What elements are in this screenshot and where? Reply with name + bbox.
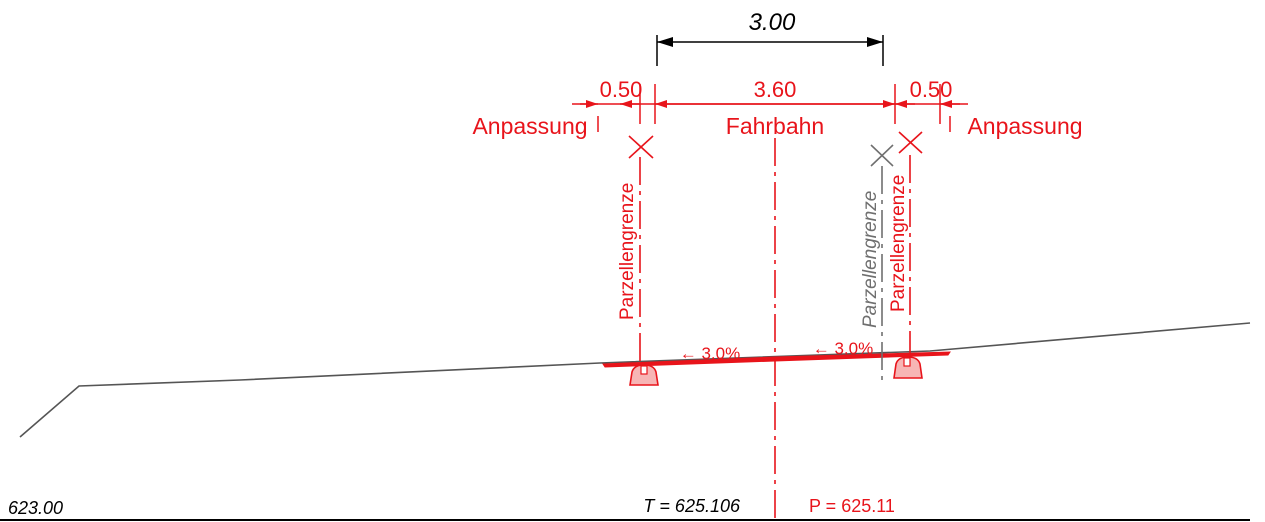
curb-left-icon [629, 364, 659, 386]
right-anpassung-label: Anpassung [967, 113, 1082, 139]
lane-width-value: 3.60 [754, 77, 797, 102]
left-anpassung-label: Anpassung [472, 113, 587, 139]
parcel-marker-right-icon [898, 131, 923, 154]
terrain-height-label: T = 625.106 [643, 496, 741, 516]
left-shoulder-value: 0.50 [600, 77, 643, 102]
fahrbahn-label: Fahrbahn [726, 113, 824, 139]
parcel-label-right-existing: Parzellengrenze [860, 191, 881, 328]
parcel-marker-left-icon [628, 135, 654, 159]
project-height-label: P = 625.11 [809, 496, 895, 516]
parcel-boundary-left [628, 135, 654, 370]
parcel-label-left: Parzellengrenze [617, 183, 638, 320]
right-shoulder-value: 0.50 [910, 77, 953, 102]
datum-label: 623.00 [8, 498, 63, 518]
slope-right-label: ← 3.0% [813, 339, 873, 358]
parcel-boundary-right [898, 131, 923, 360]
road-surface [602, 351, 951, 368]
top-width-dimension: 3.00 [656, 9, 884, 66]
parcel-marker-right-existing-icon [870, 144, 894, 167]
top-width-value: 3.00 [749, 9, 796, 36]
red-dimension-chain [572, 84, 968, 132]
existing-terrain-line [19, 322, 1251, 438]
parcel-boundary-right-existing [870, 144, 894, 380]
curb-right-icon [893, 356, 923, 379]
slope-left-label: ← 3.0% [680, 344, 740, 363]
parcel-label-right: Parzellengrenze [888, 175, 909, 312]
